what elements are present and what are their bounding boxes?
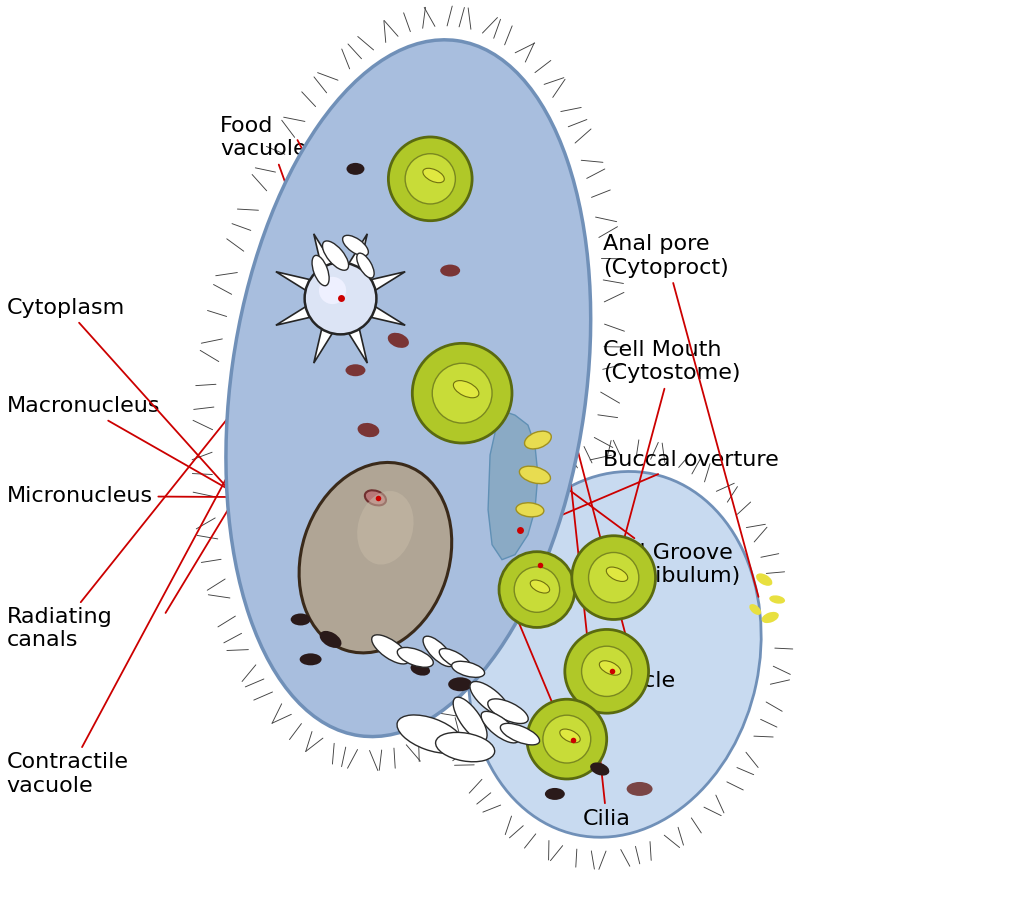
Circle shape [499,552,575,628]
Ellipse shape [342,236,368,256]
Ellipse shape [358,491,414,565]
Ellipse shape [300,654,322,665]
Ellipse shape [372,635,409,664]
Polygon shape [366,304,406,325]
Circle shape [515,567,559,612]
Ellipse shape [590,762,609,776]
Ellipse shape [516,503,544,517]
Text: Macronucleus: Macronucleus [7,396,358,564]
Ellipse shape [320,631,341,648]
Ellipse shape [357,254,374,278]
Ellipse shape [453,380,479,397]
Text: Anal pore
(Cytoproct): Anal pore (Cytoproct) [603,235,758,597]
Polygon shape [366,271,406,293]
Ellipse shape [290,613,311,626]
Circle shape [406,154,455,204]
Ellipse shape [451,662,485,677]
Circle shape [527,699,606,779]
Text: Cell Mouth
(Cytostome): Cell Mouth (Cytostome) [603,340,741,575]
Ellipse shape [559,729,580,743]
Ellipse shape [411,663,430,676]
Ellipse shape [756,574,772,586]
Ellipse shape [453,698,487,741]
Ellipse shape [500,724,540,745]
Polygon shape [314,324,335,363]
Ellipse shape [397,715,464,753]
Text: Buccal overture: Buccal overture [523,450,779,531]
Ellipse shape [345,364,366,376]
Circle shape [572,536,655,619]
Ellipse shape [468,471,761,837]
Ellipse shape [435,733,494,761]
Ellipse shape [397,647,433,667]
Ellipse shape [346,163,365,174]
Ellipse shape [440,264,461,277]
Ellipse shape [423,636,453,666]
Ellipse shape [545,788,565,800]
Ellipse shape [312,255,329,286]
Text: Oral Groove
(Vestibulum): Oral Groove (Vestibulum) [524,457,740,586]
Polygon shape [314,234,335,273]
Text: Micronucleus: Micronucleus [7,486,373,506]
Ellipse shape [599,661,621,675]
Polygon shape [488,410,538,560]
Ellipse shape [448,677,472,691]
Ellipse shape [606,567,628,582]
Ellipse shape [530,580,549,593]
Circle shape [432,363,492,423]
Ellipse shape [365,490,386,505]
Ellipse shape [761,612,779,623]
Circle shape [305,263,376,334]
Text: Pellicle: Pellicle [529,262,676,690]
Ellipse shape [520,467,550,484]
Ellipse shape [470,681,511,717]
Ellipse shape [300,462,451,653]
Ellipse shape [488,699,528,724]
Ellipse shape [627,782,652,796]
Ellipse shape [322,241,348,271]
Ellipse shape [769,595,785,604]
Text: Radiating
canals: Radiating canals [7,311,314,650]
Ellipse shape [358,423,379,437]
Circle shape [589,553,639,602]
Circle shape [565,629,648,713]
Ellipse shape [439,648,471,670]
Polygon shape [276,304,316,325]
Circle shape [319,277,346,304]
Text: Cilia: Cilia [530,102,631,829]
Ellipse shape [749,604,761,615]
Circle shape [582,646,632,697]
Ellipse shape [525,432,551,449]
Ellipse shape [481,711,519,743]
Circle shape [388,137,472,221]
Text: Food
vacuoles: Food vacuoles [220,116,467,687]
Ellipse shape [388,333,409,348]
Polygon shape [345,324,367,363]
Polygon shape [345,234,367,273]
Text: Cytoplasm: Cytoplasm [7,298,369,645]
Ellipse shape [226,40,591,736]
Circle shape [543,716,591,763]
Polygon shape [276,271,316,293]
Circle shape [413,343,512,443]
Text: Contractile
vacuole: Contractile vacuole [7,268,339,796]
Ellipse shape [423,168,444,182]
